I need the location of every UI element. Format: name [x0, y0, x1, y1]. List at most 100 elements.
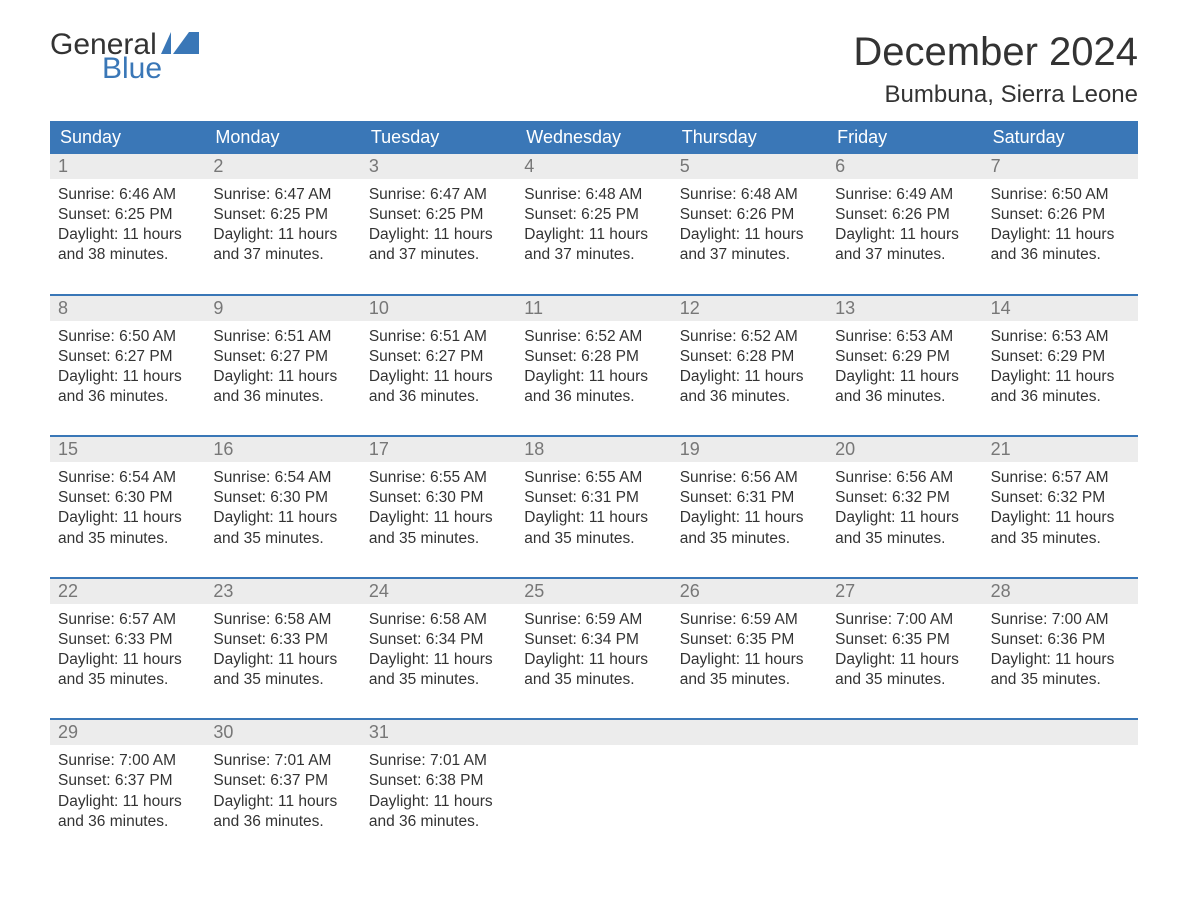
day-cell: Sunrise: 6:57 AMSunset: 6:32 PMDaylight:… [983, 462, 1138, 577]
daylight-text: Daylight: 11 hours and 35 minutes. [213, 508, 352, 548]
day-cell: Sunrise: 6:52 AMSunset: 6:28 PMDaylight:… [672, 321, 827, 436]
sunrise-text: Sunrise: 6:56 AM [835, 468, 974, 488]
sunset-text: Sunset: 6:26 PM [835, 205, 974, 225]
day-number [983, 720, 1138, 745]
sunset-text: Sunset: 6:28 PM [680, 347, 819, 367]
sunrise-text: Sunrise: 6:54 AM [58, 468, 197, 488]
week-row: 293031Sunrise: 7:00 AMSunset: 6:37 PMDay… [50, 718, 1138, 860]
day-header: Sunday [50, 121, 205, 154]
daylight-text: Daylight: 11 hours and 35 minutes. [991, 650, 1130, 690]
day-cell: Sunrise: 6:51 AMSunset: 6:27 PMDaylight:… [361, 321, 516, 436]
day-cell: Sunrise: 6:46 AMSunset: 6:25 PMDaylight:… [50, 179, 205, 294]
day-cell: Sunrise: 7:00 AMSunset: 6:37 PMDaylight:… [50, 745, 205, 860]
sunset-text: Sunset: 6:38 PM [369, 771, 508, 791]
daylight-text: Daylight: 11 hours and 36 minutes. [213, 367, 352, 407]
sunset-text: Sunset: 6:35 PM [835, 630, 974, 650]
day-cell: Sunrise: 6:55 AMSunset: 6:31 PMDaylight:… [516, 462, 671, 577]
day-cell: Sunrise: 7:00 AMSunset: 6:35 PMDaylight:… [827, 604, 982, 719]
sunset-text: Sunset: 6:25 PM [58, 205, 197, 225]
sunrise-text: Sunrise: 7:01 AM [213, 751, 352, 771]
daylight-text: Daylight: 11 hours and 35 minutes. [835, 508, 974, 548]
sunset-text: Sunset: 6:36 PM [991, 630, 1130, 650]
day-header: Saturday [983, 121, 1138, 154]
sunset-text: Sunset: 6:25 PM [369, 205, 508, 225]
day-cell: Sunrise: 6:50 AMSunset: 6:26 PMDaylight:… [983, 179, 1138, 294]
sunset-text: Sunset: 6:34 PM [369, 630, 508, 650]
sunrise-text: Sunrise: 6:57 AM [58, 610, 197, 630]
day-header: Monday [205, 121, 360, 154]
sunset-text: Sunset: 6:26 PM [680, 205, 819, 225]
day-number: 7 [983, 154, 1138, 179]
day-cell: Sunrise: 6:57 AMSunset: 6:33 PMDaylight:… [50, 604, 205, 719]
day-cell: Sunrise: 6:59 AMSunset: 6:34 PMDaylight:… [516, 604, 671, 719]
sunrise-text: Sunrise: 7:00 AM [991, 610, 1130, 630]
daylight-text: Daylight: 11 hours and 36 minutes. [58, 792, 197, 832]
day-number: 12 [672, 296, 827, 321]
daylight-text: Daylight: 11 hours and 37 minutes. [680, 225, 819, 265]
day-number: 2 [205, 154, 360, 179]
logo-text-blue: Blue [102, 54, 199, 84]
day-cell: Sunrise: 6:55 AMSunset: 6:30 PMDaylight:… [361, 462, 516, 577]
daylight-text: Daylight: 11 hours and 35 minutes. [58, 508, 197, 548]
sunrise-text: Sunrise: 6:50 AM [58, 327, 197, 347]
day-number: 29 [50, 720, 205, 745]
day-number: 28 [983, 579, 1138, 604]
day-cell: Sunrise: 6:53 AMSunset: 6:29 PMDaylight:… [827, 321, 982, 436]
day-header-row: Sunday Monday Tuesday Wednesday Thursday… [50, 121, 1138, 154]
sunrise-text: Sunrise: 6:53 AM [991, 327, 1130, 347]
sunrise-text: Sunrise: 7:01 AM [369, 751, 508, 771]
sunrise-text: Sunrise: 6:56 AM [680, 468, 819, 488]
sunset-text: Sunset: 6:31 PM [524, 488, 663, 508]
sunrise-text: Sunrise: 6:52 AM [680, 327, 819, 347]
sunrise-text: Sunrise: 6:51 AM [213, 327, 352, 347]
day-number: 25 [516, 579, 671, 604]
daylight-text: Daylight: 11 hours and 36 minutes. [213, 792, 352, 832]
sunrise-text: Sunrise: 6:55 AM [524, 468, 663, 488]
daylight-text: Daylight: 11 hours and 36 minutes. [369, 367, 508, 407]
daylight-text: Daylight: 11 hours and 37 minutes. [524, 225, 663, 265]
daylight-text: Daylight: 11 hours and 36 minutes. [991, 367, 1130, 407]
sunset-text: Sunset: 6:31 PM [680, 488, 819, 508]
daylight-text: Daylight: 11 hours and 35 minutes. [680, 650, 819, 690]
sunrise-text: Sunrise: 6:48 AM [680, 185, 819, 205]
day-number: 30 [205, 720, 360, 745]
week-row: 22232425262728Sunrise: 6:57 AMSunset: 6:… [50, 577, 1138, 719]
day-cell: Sunrise: 6:58 AMSunset: 6:33 PMDaylight:… [205, 604, 360, 719]
sunset-text: Sunset: 6:37 PM [58, 771, 197, 791]
sunset-text: Sunset: 6:37 PM [213, 771, 352, 791]
sunrise-text: Sunrise: 6:59 AM [524, 610, 663, 630]
daylight-text: Daylight: 11 hours and 35 minutes. [835, 650, 974, 690]
day-number [827, 720, 982, 745]
day-number: 17 [361, 437, 516, 462]
daylight-text: Daylight: 11 hours and 35 minutes. [58, 650, 197, 690]
daynum-row: 891011121314 [50, 296, 1138, 321]
daylight-text: Daylight: 11 hours and 36 minutes. [835, 367, 974, 407]
daylight-text: Daylight: 11 hours and 36 minutes. [680, 367, 819, 407]
sunset-text: Sunset: 6:33 PM [213, 630, 352, 650]
sunrise-text: Sunrise: 6:51 AM [369, 327, 508, 347]
day-number: 23 [205, 579, 360, 604]
sunrise-text: Sunrise: 6:58 AM [213, 610, 352, 630]
daylight-text: Daylight: 11 hours and 37 minutes. [213, 225, 352, 265]
sunset-text: Sunset: 6:27 PM [58, 347, 197, 367]
day-cell [983, 745, 1138, 860]
sunrise-text: Sunrise: 6:50 AM [991, 185, 1130, 205]
sunrise-text: Sunrise: 7:00 AM [835, 610, 974, 630]
day-number [516, 720, 671, 745]
daylight-text: Daylight: 11 hours and 35 minutes. [369, 650, 508, 690]
day-number: 14 [983, 296, 1138, 321]
day-cell [672, 745, 827, 860]
sunset-text: Sunset: 6:26 PM [991, 205, 1130, 225]
daylight-text: Daylight: 11 hours and 35 minutes. [213, 650, 352, 690]
day-number: 22 [50, 579, 205, 604]
daylight-text: Daylight: 11 hours and 36 minutes. [58, 367, 197, 407]
day-cell [516, 745, 671, 860]
location: Bumbuna, Sierra Leone [853, 81, 1138, 109]
day-cell: Sunrise: 6:59 AMSunset: 6:35 PMDaylight:… [672, 604, 827, 719]
sunrise-text: Sunrise: 6:49 AM [835, 185, 974, 205]
sunset-text: Sunset: 6:25 PM [524, 205, 663, 225]
sunset-text: Sunset: 6:30 PM [369, 488, 508, 508]
day-cell: Sunrise: 6:48 AMSunset: 6:25 PMDaylight:… [516, 179, 671, 294]
day-cell: Sunrise: 6:47 AMSunset: 6:25 PMDaylight:… [361, 179, 516, 294]
sunset-text: Sunset: 6:32 PM [835, 488, 974, 508]
